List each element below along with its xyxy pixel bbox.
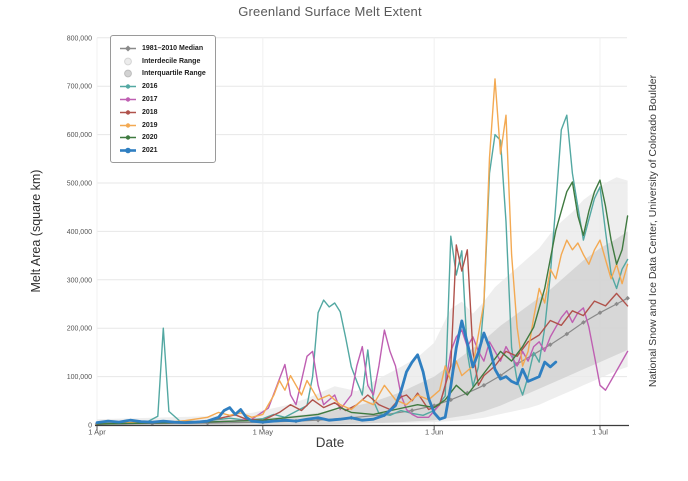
legend-label: 2020	[142, 134, 158, 142]
legend-item: 1981–2010 Median	[118, 42, 206, 55]
x-tick-label: 1 Jun	[425, 428, 443, 437]
legend-label: Interquartile Range	[142, 70, 206, 78]
chart-title: Greenland Surface Melt Extent	[238, 4, 422, 19]
legend-marker-2018-icon	[118, 108, 138, 117]
legend: 1981–2010 Median Interdecile Range Interqu…	[110, 35, 216, 164]
band-interquartile-range	[97, 231, 628, 425]
median-marker	[597, 310, 603, 316]
median-marker	[315, 417, 321, 423]
x-tick-label: 1 Apr	[88, 428, 106, 437]
y-tick-label: 100,000	[67, 374, 92, 381]
legend-item: 2018	[118, 106, 206, 119]
legend-marker-1981-2010-median-icon	[118, 44, 138, 53]
y-axis-label: Melt Area (square km)	[29, 169, 43, 293]
legend-label: 2016	[142, 83, 158, 91]
series-line-2020	[96, 179, 629, 425]
median-marker	[205, 420, 210, 426]
legend-label: Interdecile Range	[142, 57, 201, 65]
y-tick-label: 400,000	[67, 229, 92, 236]
legend-marker-2020-icon	[118, 133, 138, 142]
legend-label: 2021	[142, 147, 158, 155]
legend-marker-interdecile-range-icon	[118, 57, 138, 66]
x-axis-label: Date	[315, 435, 345, 450]
median-marker	[564, 331, 570, 337]
legend-item: Interquartile Range	[118, 68, 206, 81]
y-tick-label: 800,000	[67, 35, 92, 42]
series-line-2021	[95, 319, 558, 425]
legend-item: 2017	[118, 93, 206, 106]
y-tick-label: 200,000	[67, 326, 92, 333]
median-marker	[547, 342, 553, 347]
legend-marker-2019-icon	[118, 121, 138, 130]
legend-marker-2017-icon	[118, 95, 138, 104]
legend-label: 1981–2010 Median	[142, 44, 204, 52]
median-marker	[625, 295, 630, 301]
legend-marker-2021-icon	[118, 146, 138, 155]
median-marker	[581, 320, 586, 325]
legend-label: 2017	[142, 96, 158, 104]
legend-item: 2020	[118, 132, 206, 145]
x-tick-label: 1 Jul	[592, 428, 608, 437]
y-tick-label: 500,000	[67, 181, 92, 188]
series-line-2019	[96, 78, 629, 425]
y-tick-label: 300,000	[67, 277, 92, 284]
y-tick-label: 700,000	[67, 84, 92, 91]
median-marker	[614, 301, 619, 307]
median-marker	[409, 408, 415, 413]
y-tick-label: 0	[88, 423, 92, 430]
legend-marker-2016-icon	[118, 82, 138, 91]
y-tick-label: 600,000	[67, 132, 92, 139]
legend-label: 2018	[142, 108, 158, 116]
x-tick-label: 1 May	[253, 428, 274, 437]
legend-item: Interdecile Range	[118, 55, 206, 68]
legend-label: 2019	[142, 121, 158, 129]
legend-item: 2016	[118, 80, 206, 93]
legend-item: 2019	[118, 119, 206, 132]
legend-marker-interquartile-range-icon	[118, 69, 138, 78]
credit-text: National Snow and Ice Data Center, Unive…	[647, 74, 659, 388]
median-marker	[481, 383, 487, 388]
legend-item: 2021	[118, 144, 206, 157]
